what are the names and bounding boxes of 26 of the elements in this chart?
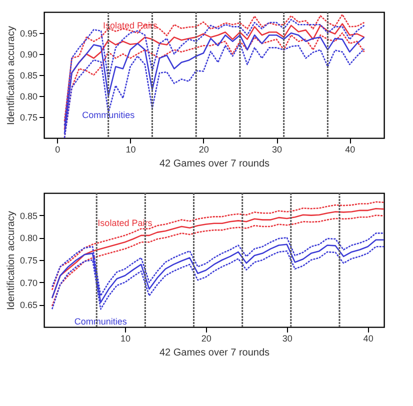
- y-tick-label: 0.75: [20, 256, 38, 266]
- y-tick-label: 0.85: [20, 210, 38, 221]
- x-tick-label: 20: [201, 334, 212, 344]
- text: Communities: [74, 316, 128, 326]
- x-axis-title: 42 Games over 7 rounds: [159, 158, 270, 170]
- x-tick-label: 0: [55, 144, 60, 154]
- y-tick-label: 0.75: [20, 112, 38, 122]
- y-tick-label: 0.80: [20, 233, 38, 244]
- x-tick-label: 10: [120, 334, 130, 344]
- x-axis-title: 42 Games over 7 rounds: [159, 348, 270, 358]
- y-axis-title: Identification accuracy: [6, 211, 17, 310]
- x-tick-label: 20: [198, 144, 209, 154]
- x-tick-label: 40: [345, 144, 356, 154]
- y-tick-label: 0.70: [20, 278, 38, 288]
- y-axis-title: Identification accuracy: [6, 26, 17, 125]
- series-label: Communities: [82, 110, 136, 120]
- x-tick-label: 40: [363, 334, 374, 344]
- y-tick-label: 0.80: [20, 92, 38, 102]
- y-tick-label: 0.95: [20, 28, 38, 38]
- series-label: Isolated Pairs: [98, 218, 153, 228]
- x-tick-label: 30: [272, 144, 282, 154]
- y-tick-label: 0.85: [20, 70, 38, 80]
- x-tick-label: 10: [126, 144, 136, 154]
- y-tick-label: 0.90: [20, 50, 38, 60]
- y-tick-label: 0.65: [20, 300, 38, 310]
- x-tick-label: 30: [282, 334, 292, 344]
